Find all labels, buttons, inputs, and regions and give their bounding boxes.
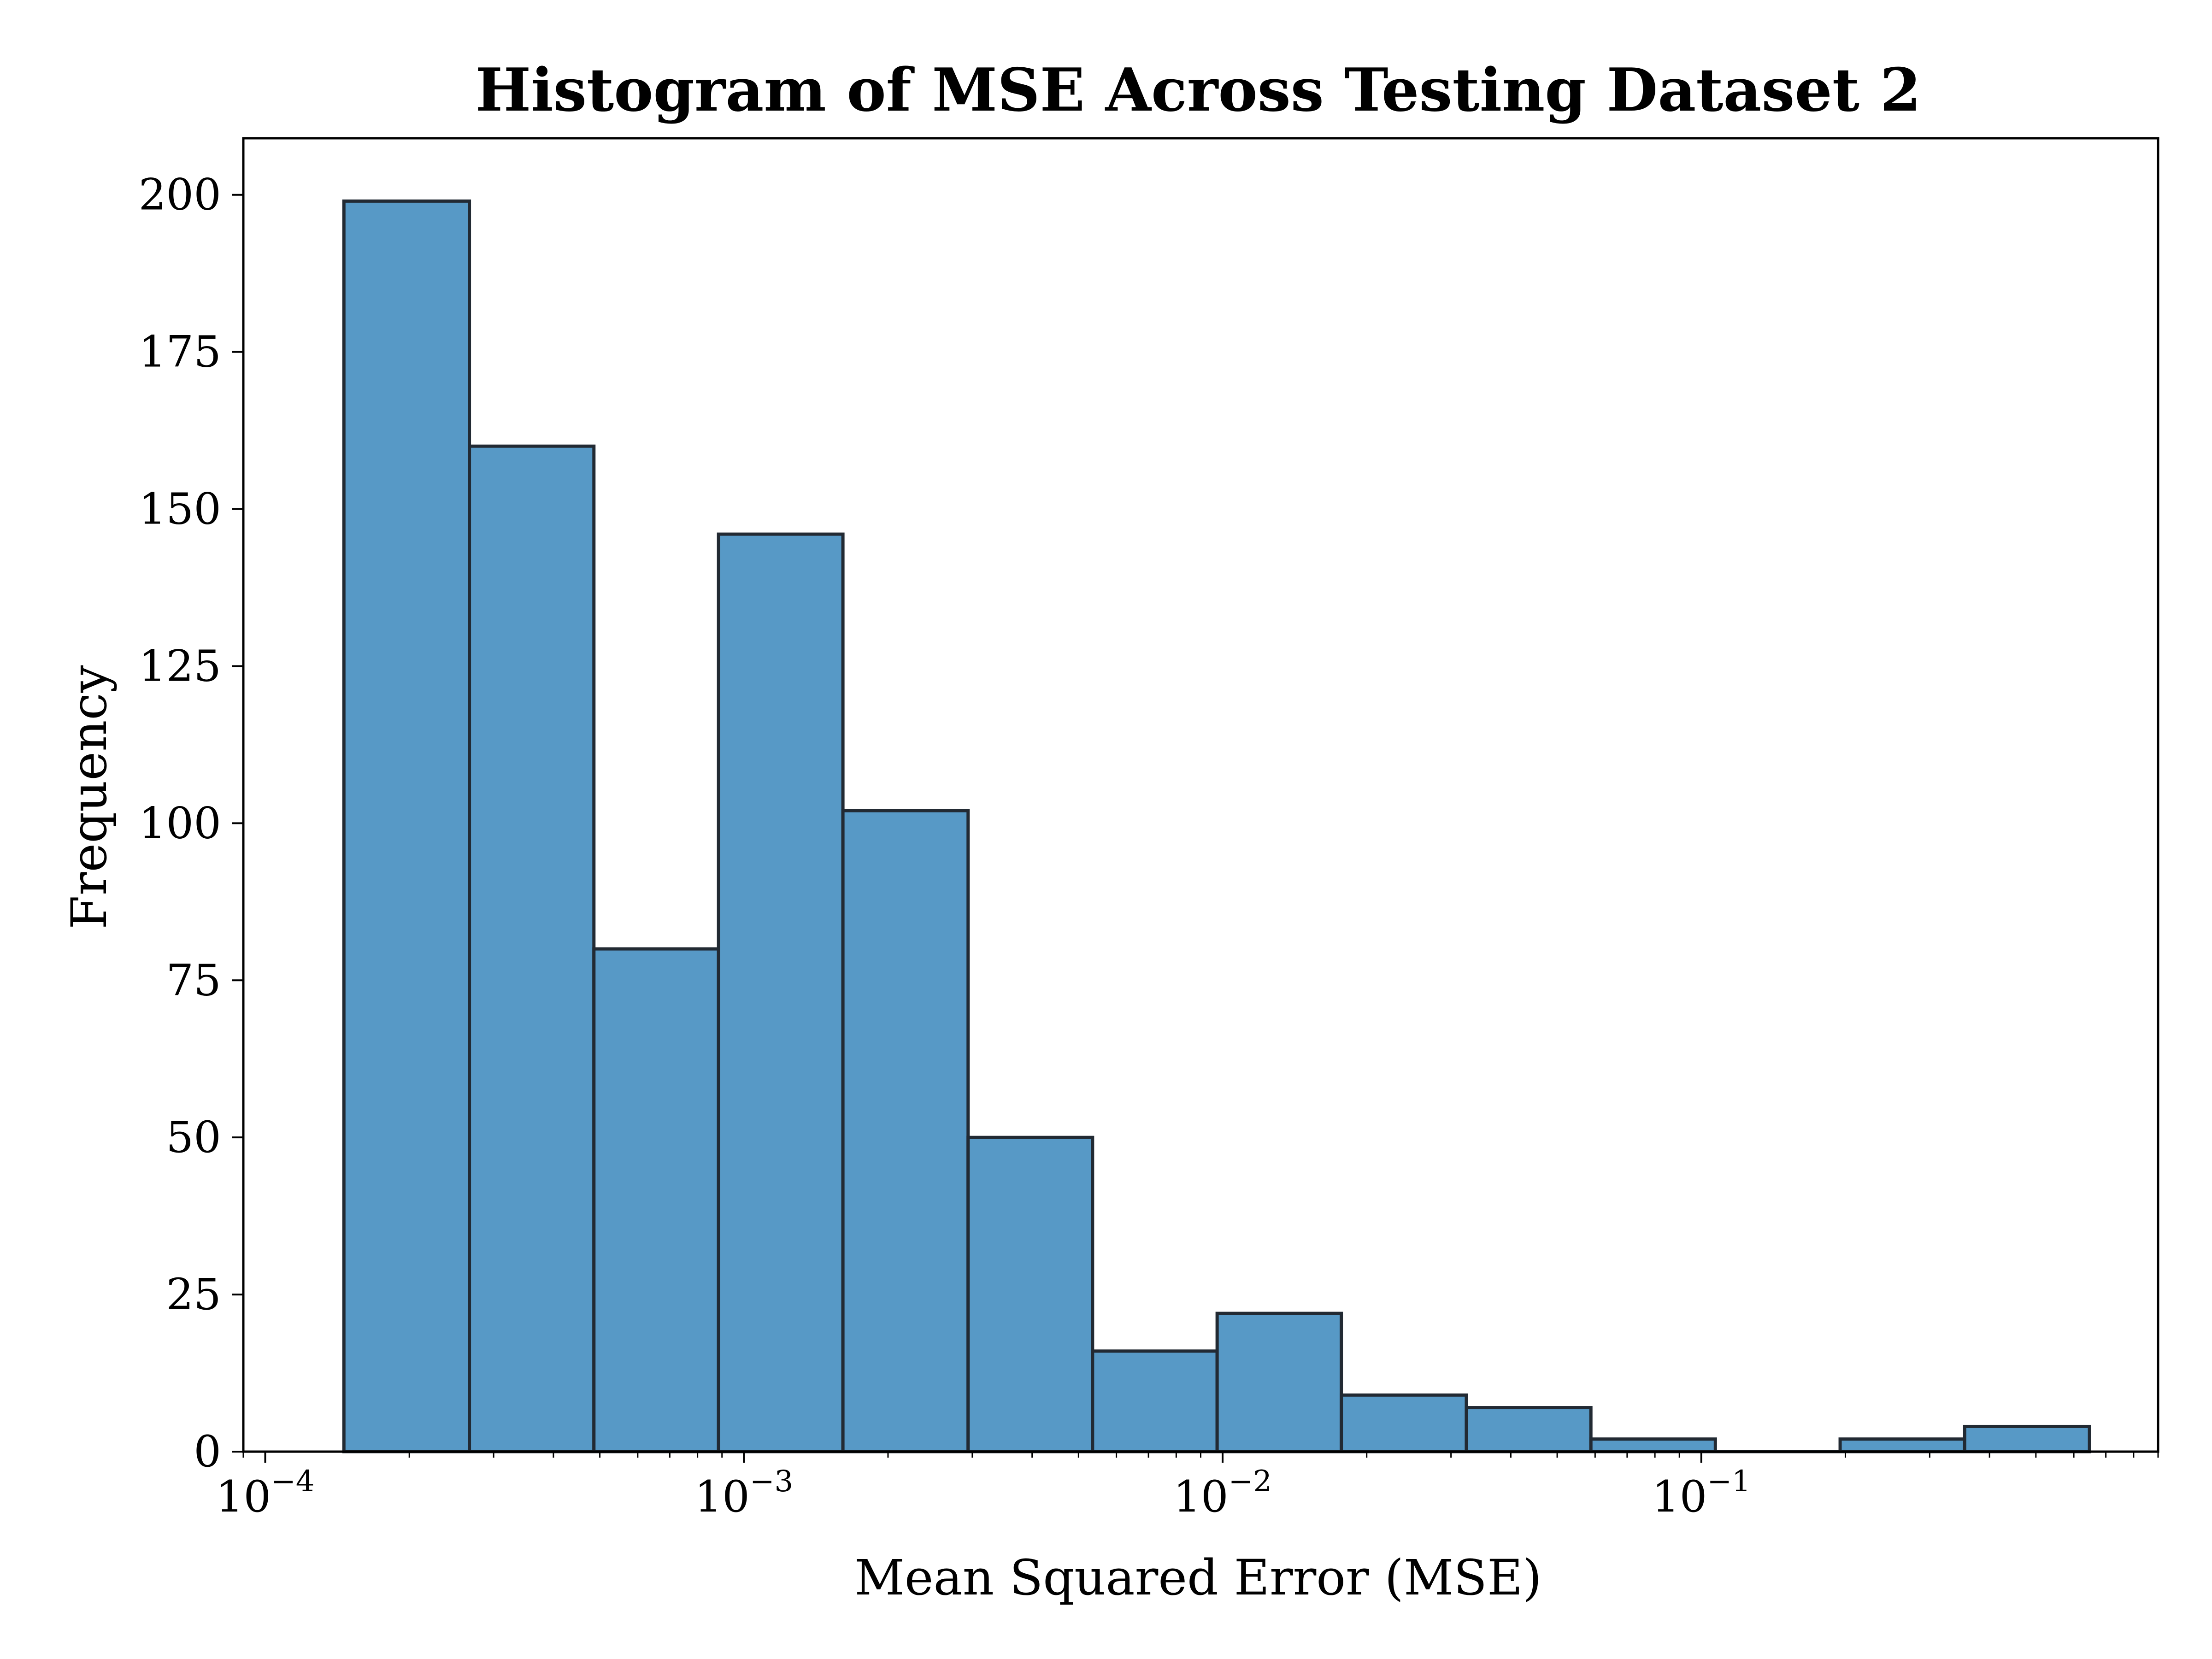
x-tick-label: 10−4	[216, 1465, 315, 1522]
histogram-bar	[342, 199, 471, 1453]
y-tick-label: 75	[166, 955, 221, 1006]
histogram-bar	[592, 947, 720, 1453]
y-tick-label: 50	[166, 1112, 221, 1163]
bars-layer	[342, 199, 2091, 1453]
y-tick-label: 150	[139, 484, 221, 535]
y-tick-label: 100	[139, 798, 221, 848]
x-axis-ticks: 10−4 10−3 10−2 10−1	[216, 1452, 2159, 1522]
histogram-bar	[841, 809, 970, 1453]
histogram-bar	[1963, 1424, 2091, 1453]
x-tick-label: 10−3	[694, 1465, 793, 1522]
histogram-bar	[717, 532, 845, 1453]
histogram-bar	[1215, 1312, 1343, 1453]
y-axis-ticks: 0 25 50 75 100 125 150 175 200	[139, 170, 243, 1477]
histogram-bar	[1091, 1349, 1219, 1453]
histogram-bar	[468, 444, 596, 1453]
histogram-bar	[1838, 1437, 1966, 1453]
y-tick-label: 125	[139, 641, 221, 691]
chart-title: Histogram of MSE Across Testing Dataset …	[475, 56, 1921, 125]
y-axis-label: Frequency	[61, 665, 118, 929]
y-tick-label: 200	[139, 170, 221, 220]
histogram-bar	[1589, 1437, 1717, 1453]
histogram-bar	[1465, 1406, 1593, 1453]
x-axis-label: Mean Squared Error (MSE)	[854, 1549, 1541, 1606]
histogram-bar	[1340, 1393, 1468, 1453]
y-tick-label: 175	[139, 327, 221, 377]
y-tick-label: 0	[194, 1427, 221, 1477]
plot-frame	[242, 137, 2159, 1453]
x-tick-label: 10−1	[1652, 1465, 1751, 1522]
y-tick-label: 25	[166, 1270, 221, 1320]
histogram-bar	[966, 1135, 1094, 1453]
x-tick-label: 10−2	[1173, 1465, 1272, 1522]
